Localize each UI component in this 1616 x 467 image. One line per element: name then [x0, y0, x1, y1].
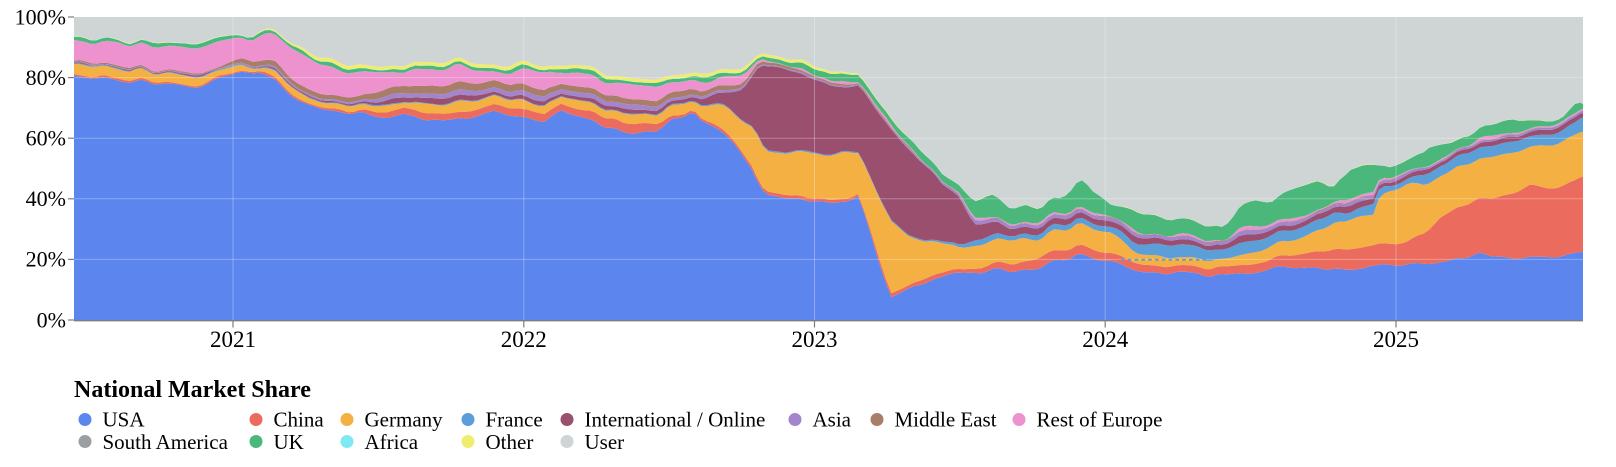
- svg-text:UK: UK: [274, 430, 304, 454]
- svg-text:2021: 2021: [210, 327, 256, 352]
- svg-text:USA: USA: [103, 408, 146, 432]
- svg-text:Other: Other: [486, 430, 534, 454]
- svg-text:Middle East: Middle East: [895, 408, 997, 432]
- svg-text:100%: 100%: [15, 4, 66, 29]
- svg-text:National Market Share: National Market Share: [74, 377, 311, 403]
- svg-text:2024: 2024: [1082, 327, 1129, 352]
- svg-text:0%: 0%: [37, 307, 66, 332]
- svg-text:France: France: [486, 408, 543, 432]
- svg-text:2025: 2025: [1373, 327, 1419, 352]
- svg-text:40%: 40%: [26, 186, 66, 211]
- svg-text:Africa: Africa: [365, 430, 419, 454]
- svg-text:20%: 20%: [26, 247, 66, 272]
- svg-text:International / Online: International / Online: [585, 408, 766, 432]
- svg-text:60%: 60%: [26, 126, 66, 151]
- svg-text:2023: 2023: [792, 327, 838, 352]
- svg-text:User: User: [585, 430, 625, 454]
- svg-text:China: China: [274, 408, 325, 432]
- svg-text:South America: South America: [103, 430, 229, 454]
- svg-text:Rest of Europe: Rest of Europe: [1037, 408, 1163, 432]
- svg-text:Asia: Asia: [813, 408, 852, 432]
- svg-text:2022: 2022: [501, 327, 547, 352]
- svg-text:80%: 80%: [26, 65, 66, 90]
- svg-text:Germany: Germany: [365, 408, 444, 432]
